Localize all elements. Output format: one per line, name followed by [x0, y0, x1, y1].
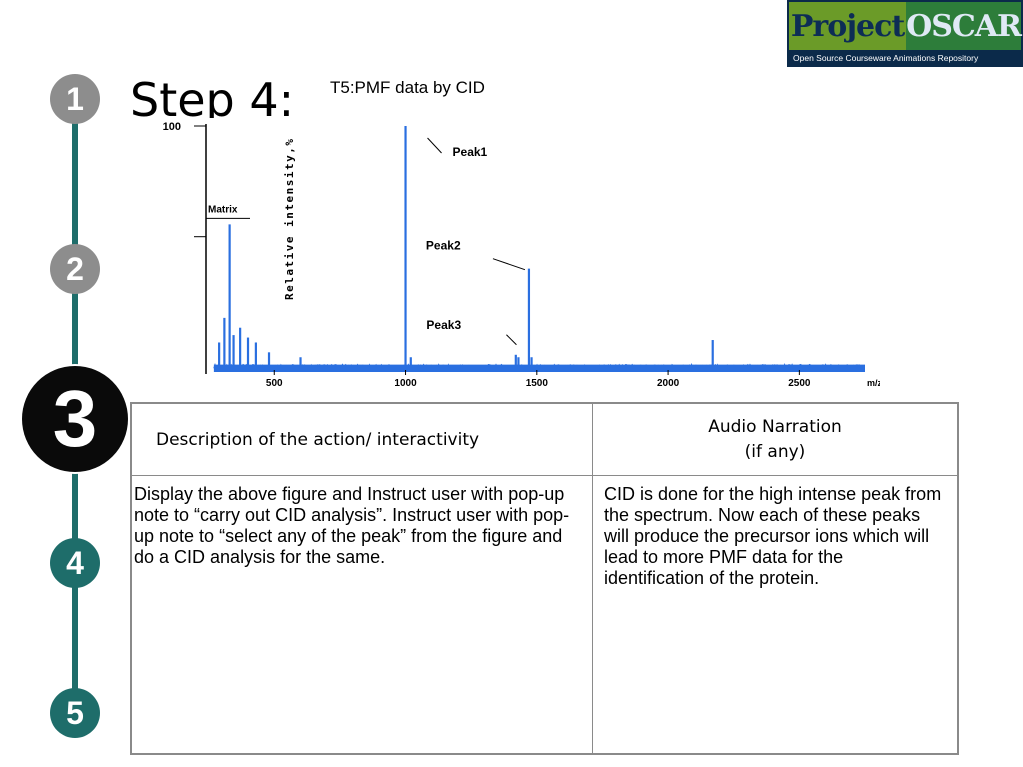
- annotation-peak2-line: [492, 258, 526, 271]
- y-axis-label: Relative intensity,%: [283, 138, 296, 300]
- annotation-peak1: Peak1: [453, 145, 488, 159]
- logo-word-project: Project: [789, 2, 907, 50]
- table-header-audio: Audio Narration (if any): [593, 404, 957, 476]
- table-header-audio-line2: (if any): [744, 441, 806, 462]
- y-tick-label: 100: [163, 121, 181, 133]
- x-tick-label-2000: 2000: [657, 378, 680, 389]
- x-tick-label-2500: 2500: [788, 378, 811, 389]
- x-tick-label-1000: 1000: [394, 378, 417, 389]
- table-cell-audio: CID is done for the high intense peak fr…: [604, 484, 942, 588]
- annotation-peak3-line: [506, 334, 517, 346]
- mass-spectrum-chart: 100 500 1000 1500 2000 2500 m/z Relative intens…: [163, 121, 880, 389]
- logo-word-oscar: OSCAR: [906, 2, 1022, 50]
- table-header-audio-line1: Audio Narration: [708, 416, 842, 437]
- step-5-badge[interactable]: 5: [50, 688, 100, 738]
- table-header-description: Description of the action/ interactivity: [132, 404, 593, 476]
- step-2-badge[interactable]: 2: [50, 244, 100, 294]
- logo-subtitle: Open Source Courseware Animations Reposi…: [789, 50, 1021, 65]
- annotation-matrix: Matrix: [208, 204, 238, 215]
- annotation-peak2: Peak2: [426, 239, 461, 253]
- step-1-badge[interactable]: 1: [50, 74, 100, 124]
- spectrum-baseline-band: [213, 364, 866, 372]
- annotation-peak1-line: [427, 137, 442, 154]
- storyboard-table: Description of the action/ interactivity…: [130, 402, 959, 755]
- table-cell-description: Display the above figure and Instruct us…: [132, 476, 593, 753]
- project-oscar-logo: Project OSCAR Open Source Courseware Ani…: [787, 0, 1023, 67]
- page-subtitle: T5:PMF data by CID: [330, 78, 485, 97]
- step-3-badge-active[interactable]: 3: [22, 366, 128, 472]
- annotation-peak3: Peak3: [426, 318, 461, 332]
- step-4-badge[interactable]: 4: [50, 538, 100, 588]
- x-tick-label-1500: 1500: [526, 378, 549, 389]
- x-axis-label: m/z: [867, 378, 880, 388]
- x-tick-label-500: 500: [266, 378, 283, 389]
- page-title: Step 4:: [130, 73, 295, 118]
